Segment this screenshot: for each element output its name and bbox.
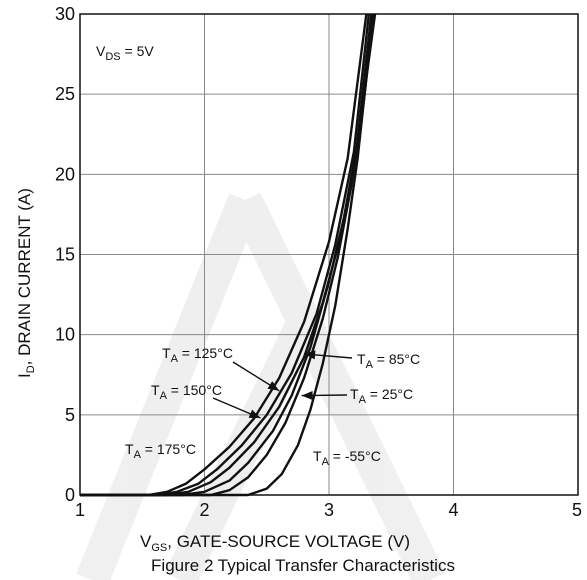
x-tick-labels: 1 2 3 4 5: [75, 500, 582, 520]
x-tick-label: 3: [324, 500, 334, 520]
series-curve: [80, 13, 377, 497]
y-tick-label: 5: [65, 405, 75, 425]
y-tick-label: 20: [55, 164, 75, 184]
y-tick-label: 10: [55, 325, 75, 345]
x-tick-label: 5: [572, 500, 582, 520]
x-tick-label: 2: [199, 500, 209, 520]
y-axis-label: ID, DRAIN CURRENT (A): [15, 188, 37, 378]
x-tick-label: 4: [448, 500, 458, 520]
y-tick-label: 30: [55, 4, 75, 24]
annotation-150c: TA = 150°C: [151, 382, 222, 402]
y-tick-label: 15: [55, 245, 75, 265]
y-tick-label: 25: [55, 84, 75, 104]
curves: [80, 13, 377, 497]
annotation-85c: TA = 85°C: [357, 351, 420, 371]
annotation-25c: TA = 25°C: [350, 386, 413, 406]
annotation-arrows: [212, 350, 353, 419]
series-curve: [80, 13, 368, 497]
condition-box: [86, 31, 174, 67]
x-axis-label: VGS, GATE-SOURCE VOLTAGE (V): [140, 532, 410, 554]
x-tick-label: 1: [75, 500, 85, 520]
grid: [79, 13, 579, 496]
arrowhead: [304, 350, 316, 360]
annotation-175c: TA = 175°C: [125, 441, 196, 461]
y-tick-label: 0: [65, 485, 75, 505]
condition-label: VDS = 5V: [96, 43, 154, 63]
arrowhead: [267, 381, 280, 391]
watermark: [76, 192, 446, 580]
annotation-125c: TA = 125°C: [162, 345, 233, 365]
y-tick-labels: 0 5 10 15 20 25 30: [55, 4, 75, 505]
arrowhead: [301, 390, 313, 400]
series-curve: [80, 13, 376, 497]
series-curve: [80, 13, 374, 497]
annotation-minus55c: TA = -55°C: [313, 448, 381, 468]
arrowhead: [248, 409, 261, 419]
figure-caption: Figure 2 Typical Transfer Characteristic…: [151, 556, 455, 575]
series-curve: [80, 13, 371, 497]
plot-frame: [79, 13, 579, 496]
